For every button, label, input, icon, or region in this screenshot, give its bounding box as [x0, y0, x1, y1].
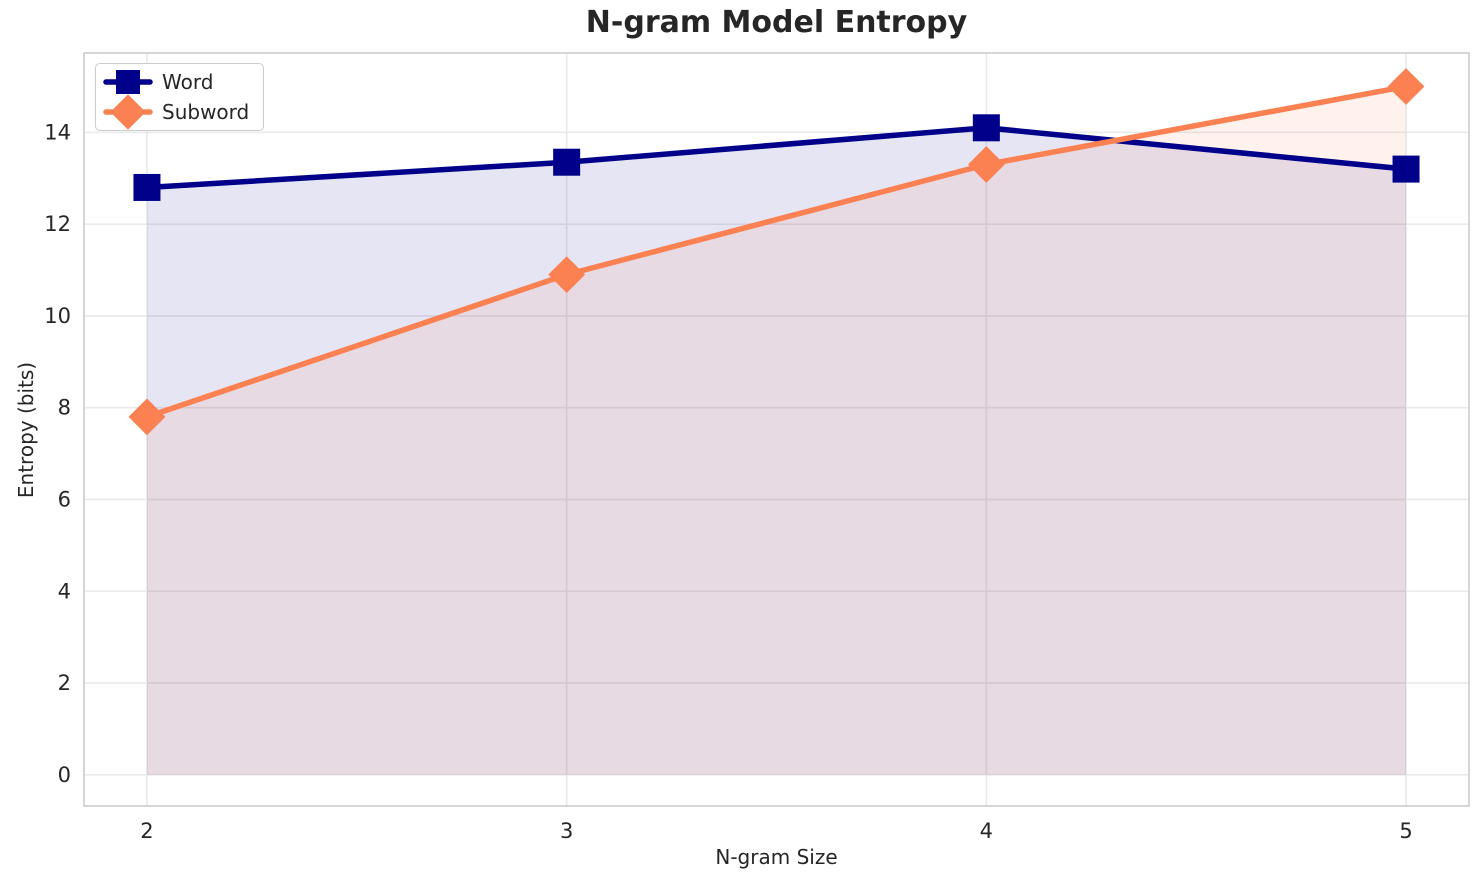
svg-text:0: 0 — [58, 763, 71, 787]
subword-series-marker-icon — [103, 94, 153, 130]
svg-text:5: 5 — [1399, 819, 1412, 843]
y-axis-label: Entropy (bits) — [14, 361, 38, 499]
chart-title: N-gram Model Entropy — [585, 5, 968, 40]
legend-item-subword: Subword — [103, 94, 250, 130]
legend: Word Subword — [95, 63, 265, 131]
svg-text:4: 4 — [58, 579, 71, 603]
legend-item-word: Word — [103, 67, 249, 97]
svg-text:14: 14 — [44, 120, 71, 144]
x-axis-label: N-gram Size — [715, 845, 838, 869]
svg-text:10: 10 — [44, 304, 71, 328]
svg-text:3: 3 — [560, 819, 573, 843]
svg-text:8: 8 — [58, 396, 71, 420]
svg-text:2: 2 — [58, 671, 71, 695]
legend-label-subword: Subword — [162, 100, 250, 124]
legend-label-word: Word — [162, 70, 214, 94]
tick-labels: 2 3 4 5 0 2 4 6 8 10 12 14 — [44, 120, 1412, 843]
svg-text:4: 4 — [980, 819, 993, 843]
svg-text:6: 6 — [58, 487, 71, 511]
svg-text:12: 12 — [44, 212, 71, 236]
word-series-marker-icon — [103, 70, 153, 94]
svg-text:2: 2 — [140, 819, 153, 843]
